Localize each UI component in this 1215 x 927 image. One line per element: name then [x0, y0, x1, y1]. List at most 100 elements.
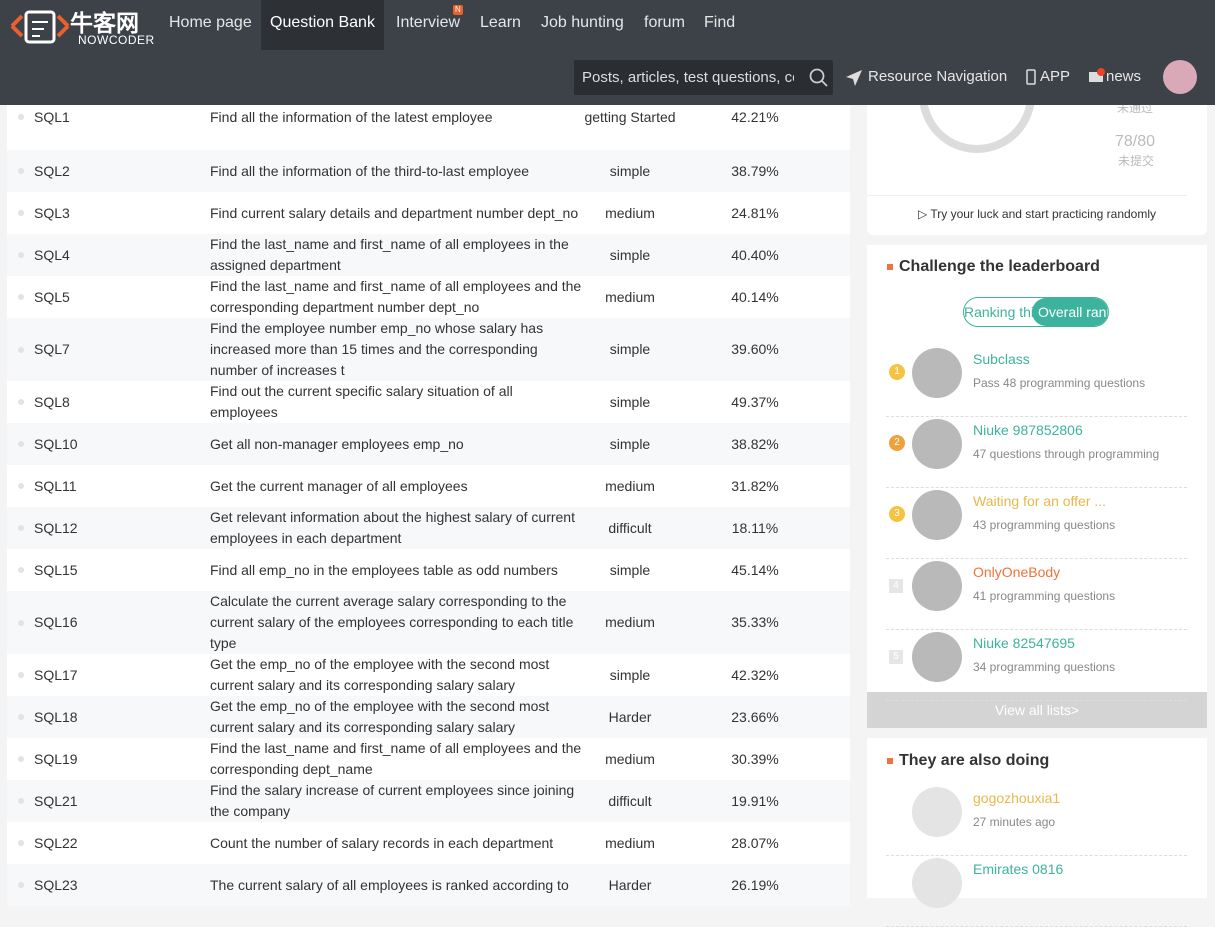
question-row[interactable]: SQL17 Get the emp_no of the employee with… [7, 654, 850, 696]
tab-overall[interactable]: Overall ranking [1032, 298, 1108, 326]
question-id[interactable]: SQL23 [34, 876, 78, 893]
view-all-button[interactable]: View all lists> [867, 692, 1207, 728]
user-detail: 47 questions through programming [973, 447, 1160, 461]
question-title[interactable]: Find all emp_no in the employees table a… [210, 561, 558, 578]
question-title[interactable]: Find current salary details and departme… [210, 204, 579, 221]
user-name[interactable]: gogozhouxia1 [973, 790, 1061, 806]
question-title[interactable]: Find the salary increase of current empl… [210, 782, 575, 819]
question-row[interactable]: SQL2 Find all the information of the thir… [7, 150, 850, 192]
user-name[interactable]: Niuke 82547695 [973, 635, 1075, 651]
question-id[interactable]: SQL10 [34, 435, 78, 452]
question-title[interactable]: Get the emp_no of the employee with the … [210, 698, 550, 735]
question-row[interactable]: SQL3 Find current salary details and depa… [7, 192, 850, 234]
question-id[interactable]: SQL7 [34, 341, 70, 357]
question-row[interactable]: SQL5 Find the last_name and first_name of… [7, 276, 850, 318]
question-id[interactable]: SQL19 [34, 750, 78, 767]
tab-weekly[interactable]: Ranking this week [964, 304, 1044, 320]
nav-item[interactable]: Find [704, 14, 736, 31]
user-avatar[interactable] [1163, 60, 1197, 94]
question-row[interactable]: SQL1 Find all the information of the late… [7, 84, 850, 150]
user-name[interactable]: Subclass [973, 351, 1030, 367]
app-link[interactable]: APP [1040, 68, 1071, 85]
leaderboard-entry[interactable]: 1 Subclass Pass 48 programming questions [886, 345, 1187, 417]
question-title[interactable]: Find the employee number emp_no whose sa… [210, 320, 544, 378]
question-row[interactable]: SQL16 Calculate the current average salar… [7, 591, 850, 654]
search-icon[interactable] [809, 68, 829, 88]
user-avatar[interactable] [912, 632, 962, 682]
random-practice[interactable]: ▷ Try your luck and start practicing ran… [918, 207, 1156, 221]
nav-item[interactable]: Interview [396, 14, 461, 31]
logo-icon[interactable] [8, 4, 72, 48]
user-avatar[interactable] [912, 787, 962, 837]
question-title[interactable]: Get the current manager of all employees [210, 477, 468, 494]
question-row[interactable]: SQL18 Get the emp_no of the employee with… [7, 696, 850, 738]
question-id[interactable]: SQL16 [34, 614, 78, 630]
question-row[interactable]: SQL19 Find the last_name and first_name o… [7, 738, 850, 780]
user-name[interactable]: Waiting for an offer ... [973, 493, 1107, 509]
question-title[interactable]: Get relevant information about the highe… [210, 509, 575, 546]
user-name[interactable]: OnlyOneBody [973, 564, 1061, 580]
pass-rate: 42.32% [731, 666, 779, 683]
question-id[interactable]: SQL3 [34, 204, 70, 221]
question-row[interactable]: SQL12 Get relevant information about the … [7, 507, 850, 549]
news-link[interactable]: news [1106, 68, 1142, 85]
leaderboard-entry[interactable]: 3 Waiting for an offer ... 43 programming … [886, 487, 1187, 559]
logo-text[interactable]: 牛客网 [70, 10, 139, 36]
question-id[interactable]: SQL2 [34, 162, 70, 179]
nav-item[interactable]: forum [644, 14, 685, 31]
question-title[interactable]: Find out the current specific salary sit… [210, 383, 513, 420]
logo-subtext[interactable]: NOWCODER [78, 33, 155, 47]
question-row[interactable]: SQL23 The current salary of all employees… [7, 864, 850, 906]
question-row[interactable]: SQL4 Find the last_name and first_name of… [7, 234, 850, 276]
question-id[interactable]: SQL12 [34, 519, 78, 536]
resource-link[interactable]: Resource Navigation [868, 68, 1008, 85]
leaderboard-entry[interactable]: 5 Niuke 82547695 34 programming questions [886, 629, 1187, 701]
pass-rate: 28.07% [731, 834, 779, 851]
leaderboard-entry[interactable]: 4 OnlyOneBody 41 programming questions [886, 558, 1187, 630]
question-id[interactable]: SQL5 [34, 288, 70, 305]
question-id[interactable]: SQL17 [34, 666, 78, 683]
question-row[interactable]: SQL8 Find out the current specific salary… [7, 381, 850, 423]
user-avatar[interactable] [912, 348, 962, 398]
question-id[interactable]: SQL11 [34, 477, 77, 494]
nav-item[interactable]: Question Bank [261, 0, 384, 50]
question-row[interactable]: SQL15 Find all emp_no in the employees ta… [7, 549, 850, 591]
question-title[interactable]: Find the last_name and first_name of all… [210, 236, 569, 273]
question-id[interactable]: SQL22 [34, 834, 78, 851]
user-name[interactable]: Emirates 0816 [973, 861, 1064, 877]
question-row[interactable]: SQL21 Find the salary increase of current… [7, 780, 850, 822]
question-row[interactable]: SQL10 Get all non-manager employees emp_n… [7, 423, 850, 465]
question-title[interactable]: Find all the information of the third-to… [210, 162, 530, 179]
pass-rate: 40.40% [731, 246, 779, 263]
nav-item[interactable]: Learn [480, 14, 521, 31]
user-avatar[interactable] [912, 490, 962, 540]
question-id[interactable]: SQL18 [34, 708, 78, 725]
activity-entry[interactable]: Emirates 0816 [886, 855, 1187, 927]
question-row[interactable]: SQL7 Find the employee number emp_no whos… [7, 318, 850, 381]
nav-item[interactable]: Home page [169, 14, 252, 31]
question-id[interactable]: SQL4 [34, 246, 70, 263]
activity-entry[interactable]: gogozhouxia1 27 minutes ago [886, 784, 1187, 856]
unsubmitted-label: 未提交 [1118, 154, 1155, 168]
user-avatar[interactable] [912, 561, 962, 611]
question-id[interactable]: SQL1 [34, 108, 70, 125]
question-title[interactable]: Calculate the current average salary cor… [210, 593, 574, 651]
question-title[interactable]: Get the emp_no of the employee with the … [210, 656, 550, 693]
user-avatar[interactable] [912, 858, 962, 908]
question-id[interactable]: SQL8 [34, 393, 70, 410]
leaderboard-entry[interactable]: 2 Niuke 987852806 47 questions through pro… [886, 416, 1187, 488]
question-row[interactable]: SQL22 Count the number of salary records … [7, 822, 850, 864]
question-row[interactable]: SQL11 Get the current manager of all empl… [7, 465, 850, 507]
user-name[interactable]: Niuke 987852806 [973, 422, 1083, 438]
question-title[interactable]: Find the last_name and first_name of all… [210, 740, 582, 777]
user-avatar[interactable] [912, 419, 962, 469]
question-title[interactable]: Get all non-manager employees emp_no [210, 435, 464, 452]
question-title[interactable]: Count the number of salary records in ea… [210, 834, 554, 851]
question-id[interactable]: SQL15 [34, 561, 78, 578]
question-title[interactable]: The current salary of all employees is r… [210, 876, 569, 893]
search-box[interactable]: Posts, articles, test questions, co [574, 60, 833, 95]
question-title[interactable]: Find the last_name and first_name of all… [210, 278, 582, 315]
question-id[interactable]: SQL21 [34, 792, 78, 809]
nav-item[interactable]: Job hunting [541, 14, 624, 31]
question-title[interactable]: Find all the information of the latest e… [210, 108, 493, 125]
